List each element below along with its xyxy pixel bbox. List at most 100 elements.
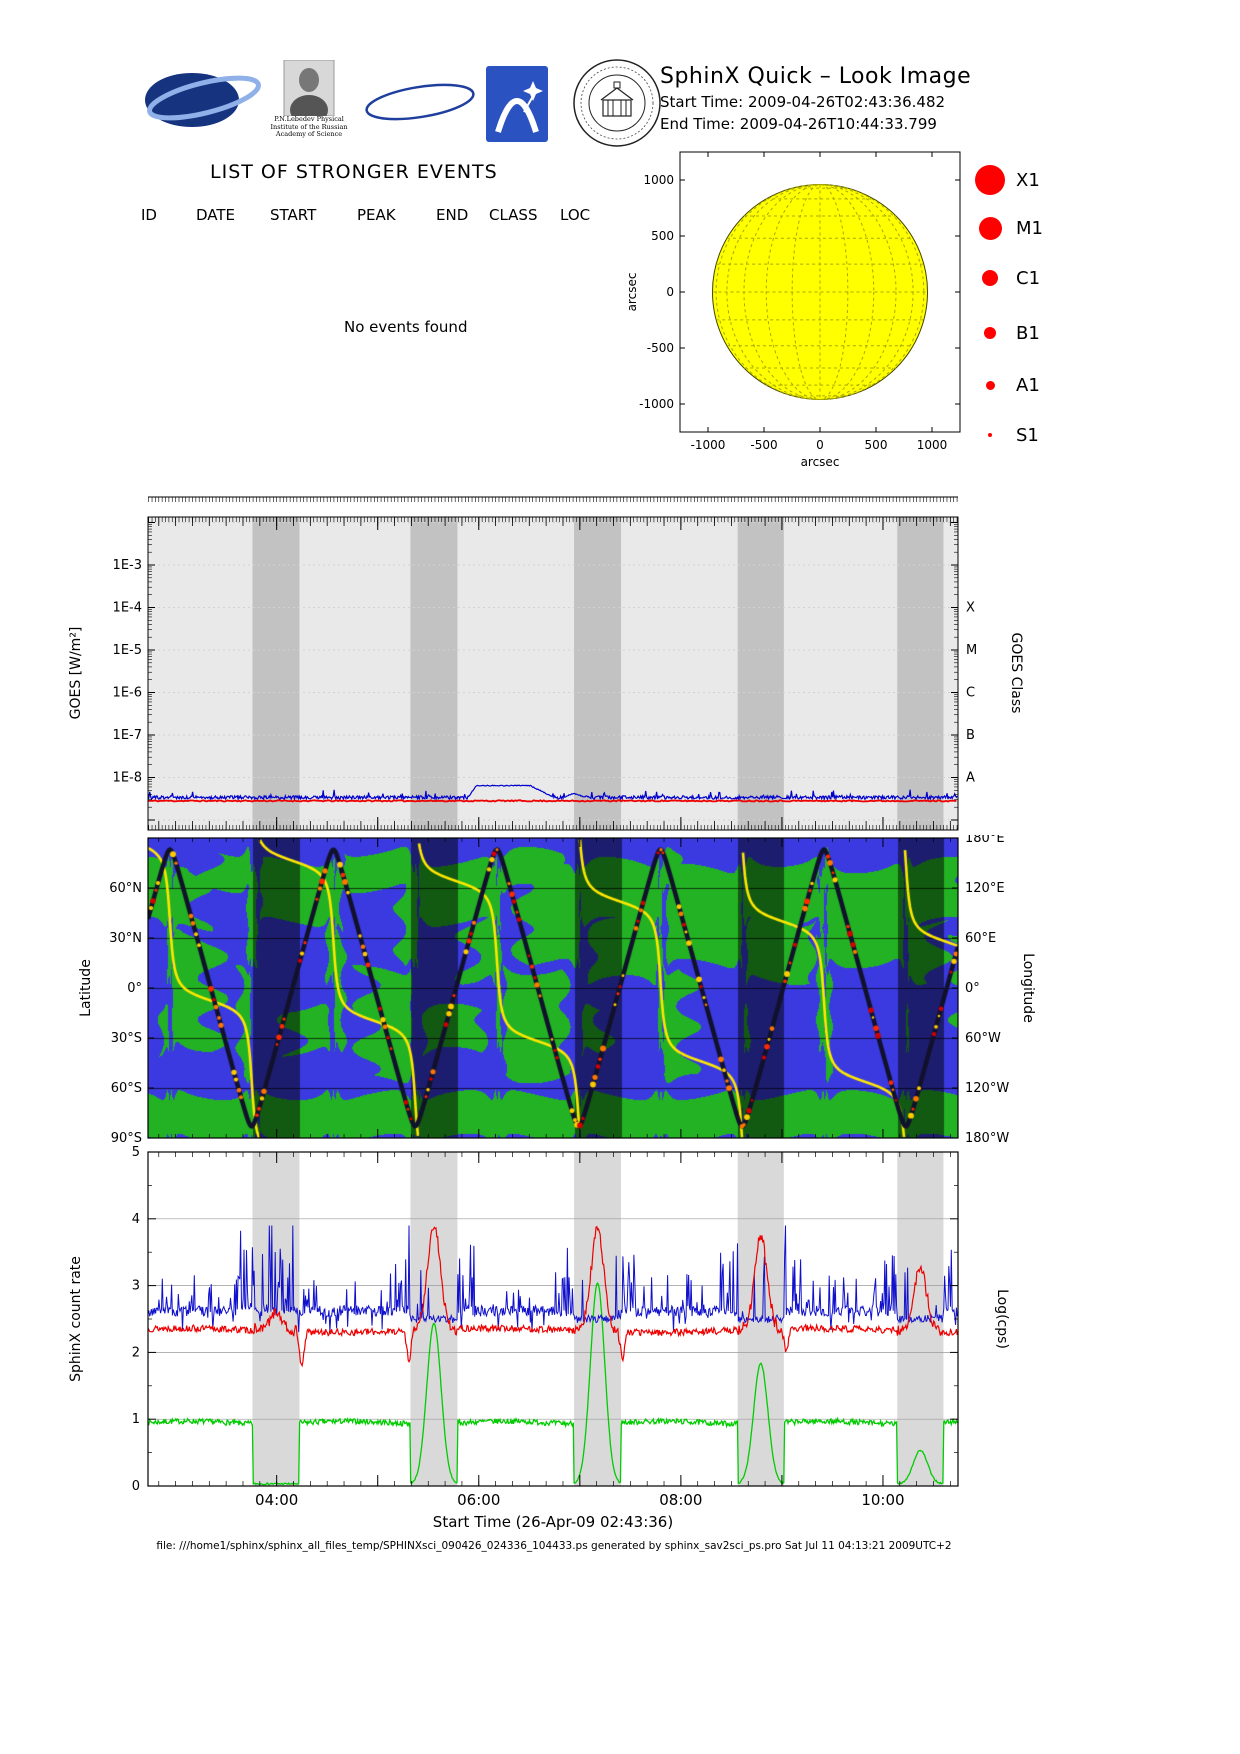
svg-text:10:00: 10:00 (861, 1491, 904, 1509)
legend-label: B1 (1016, 322, 1040, 344)
lebedev-portrait (283, 60, 335, 116)
flare-size-dot (988, 433, 992, 437)
arch-shape (495, 98, 539, 133)
col-id: ID (141, 206, 157, 224)
svg-text:500: 500 (865, 438, 888, 452)
svg-text:A: A (966, 771, 975, 786)
comet-star (523, 81, 543, 101)
legend-item-b1: B1 (972, 316, 1040, 350)
svg-text:0: 0 (816, 438, 824, 452)
solar-disk-plot: 1000 500 0 -500 -1000 -1000 -500 0 500 1000 arcsec… (625, 151, 961, 469)
events-heading: LIST OF STRONGER EVENTS (210, 161, 498, 183)
svg-text:2: 2 (132, 1345, 140, 1360)
svg-text:X: X (966, 601, 975, 616)
cbk-pan-logo (145, 73, 261, 127)
cbk-swoosh (147, 75, 261, 121)
mephi-logo (365, 83, 475, 121)
svg-text:60°W: 60°W (965, 1031, 1001, 1046)
svg-text:1E-3: 1E-3 (113, 558, 142, 573)
svg-text:1E-5: 1E-5 (113, 643, 142, 658)
lebedev-logo: P.N.Lebedev Physical Institute of the Ru… (268, 60, 350, 139)
flare-size-dot (978, 216, 1002, 240)
end-time: End Time: 2009-04-26T10:44:33.799 (660, 115, 937, 133)
goes-short-series (147, 784, 958, 802)
svg-text:120°W: 120°W (965, 1081, 1009, 1096)
col-end: END (436, 206, 469, 224)
flare-size-dot (984, 327, 996, 339)
col-date: DATE (196, 206, 236, 224)
legend-label: A1 (1016, 374, 1040, 396)
footer-file-info: file: ///home1/sphinx/sphinx_all_files_t… (156, 1540, 952, 1552)
svg-text:0: 0 (666, 285, 674, 299)
cbk-ellipse (145, 73, 239, 127)
svg-text:Longitude: Longitude (1020, 953, 1036, 1023)
seal-building (600, 81, 634, 117)
svg-text:C: C (966, 686, 975, 701)
col-peak: PEAK (357, 206, 396, 224)
rate-blue-series (147, 1225, 958, 1333)
goes-long-series (147, 799, 957, 803)
flare-size-dot (982, 270, 998, 286)
svg-text:60°S: 60°S (111, 1081, 142, 1096)
legend-label: S1 (1016, 424, 1039, 446)
legend-item-x1: X1 (972, 163, 1040, 197)
title-block: SphinX Quick – Look Image Start Time: 20… (660, 64, 971, 133)
svg-text:-500: -500 (647, 341, 674, 355)
ground-track-map (148, 838, 958, 1138)
legend-item-c1: C1 (972, 261, 1040, 295)
flare-size-dot (985, 380, 995, 390)
svg-text:SphinX count rate: SphinX count rate (68, 1256, 84, 1382)
legend-label: C1 (1016, 267, 1041, 289)
no-events-message: No events found (344, 318, 468, 336)
col-loc: LOC (560, 206, 591, 224)
goes-flux-plot: 1E-3 1E-4 1E-5 1E-6 1E-7 1E-8 X M C B A GOES [W/m²]… (68, 496, 1024, 831)
svg-text:30°N: 30°N (109, 931, 142, 946)
legend-label: M1 (1016, 217, 1043, 239)
svg-text:M: M (966, 643, 977, 658)
svg-text:-500: -500 (750, 438, 777, 452)
svg-text:Latitude: Latitude (78, 959, 94, 1017)
sphinx-count-rate-plot: 0 1 2 3 4 5 04:00 06:00 08:00 10:00 Start Time (26… (68, 1145, 1010, 1531)
arch-logo (486, 66, 548, 142)
university-seal (573, 59, 661, 147)
mephi-ring (365, 83, 475, 121)
legend-item-a1: A1 (972, 368, 1040, 402)
svg-text:Start Time (26-Apr-09 02:43:36: Start Time (26-Apr-09 02:43:36) (433, 1513, 673, 1531)
svg-text:120°E: 120°E (965, 881, 1005, 896)
svg-text:180°W: 180°W (965, 1131, 1009, 1146)
svg-text:GOES Class: GOES Class (1008, 633, 1024, 714)
svg-text:0°: 0° (127, 981, 142, 996)
page-title: SphinX Quick – Look Image (660, 64, 972, 89)
flare-class-legend: X1 M1 C1 B1 A1 S1 (972, 155, 1062, 446)
svg-text:04:00: 04:00 (255, 1491, 298, 1509)
svg-text:1E-7: 1E-7 (113, 728, 142, 743)
col-start: START (270, 206, 317, 224)
rate-green-series (147, 1282, 958, 1486)
svg-text:08:00: 08:00 (659, 1491, 702, 1509)
svg-text:5: 5 (132, 1145, 140, 1160)
svg-text:90°S: 90°S (111, 1131, 142, 1146)
svg-text:0: 0 (132, 1479, 140, 1494)
lebedev-caption: P.N.Lebedev Physical Institute of the Ru… (270, 115, 348, 138)
portrait-head (299, 68, 319, 92)
svg-text:60°E: 60°E (965, 931, 996, 946)
svg-text:1000: 1000 (917, 438, 948, 452)
svg-text:GOES [W/m²]: GOES [W/m²] (68, 627, 84, 720)
svg-text:4: 4 (132, 1212, 140, 1227)
svg-text:Log(cps): Log(cps) (994, 1289, 1010, 1349)
svg-text:06:00: 06:00 (457, 1491, 500, 1509)
legend-label: X1 (1016, 169, 1040, 191)
svg-text:-1000: -1000 (639, 397, 674, 411)
svg-text:arcsec: arcsec (801, 455, 840, 469)
svg-text:60°N: 60°N (109, 881, 142, 896)
svg-text:1000: 1000 (643, 173, 674, 187)
svg-text:1E-8: 1E-8 (113, 771, 142, 786)
svg-text:1E-6: 1E-6 (113, 686, 142, 701)
legend-item-s1: S1 (972, 418, 1039, 452)
svg-text:500: 500 (651, 229, 674, 243)
svg-text:-1000: -1000 (691, 438, 726, 452)
svg-text:30°S: 30°S (111, 1031, 142, 1046)
svg-text:B: B (966, 728, 975, 743)
svg-text:3: 3 (132, 1279, 140, 1294)
